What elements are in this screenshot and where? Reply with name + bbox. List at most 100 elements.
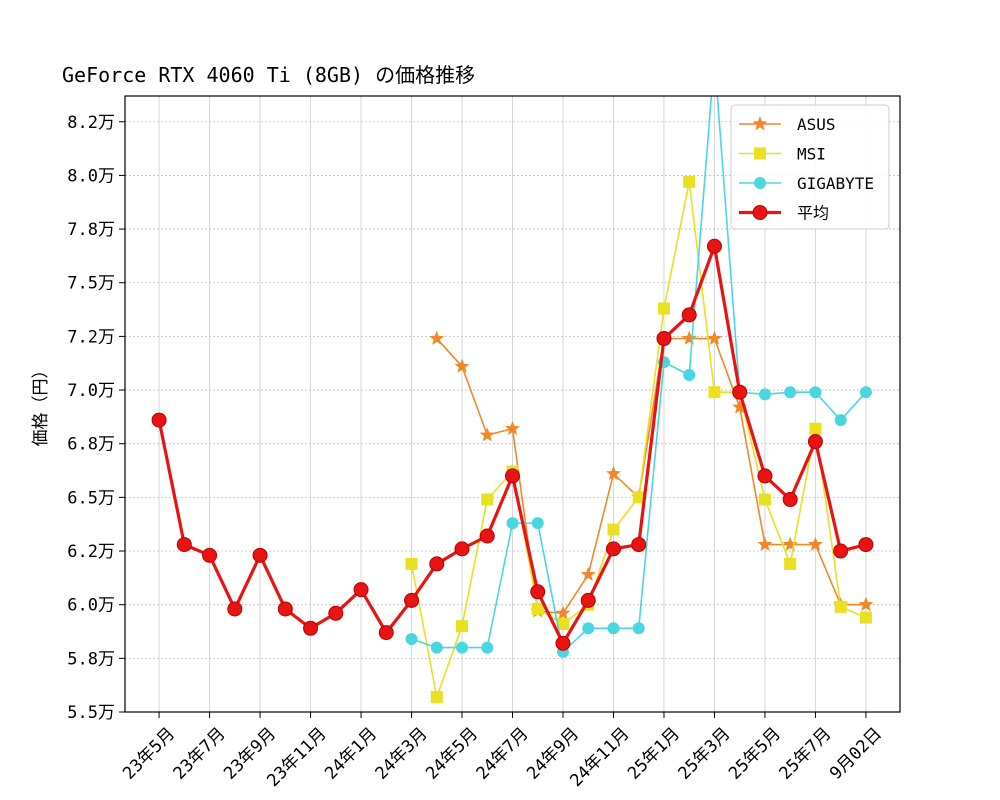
data-point [683, 369, 696, 382]
series-3 [151, 238, 874, 651]
data-point [809, 422, 822, 435]
data-point [834, 600, 847, 613]
data-point [252, 547, 268, 563]
data-point [757, 468, 773, 484]
data-point [505, 420, 520, 436]
y-tick-label: 5.5万 [67, 703, 115, 723]
data-point [303, 620, 319, 636]
data-point [531, 602, 544, 615]
y-tick-label: 5.8万 [67, 649, 115, 669]
data-point [429, 556, 445, 572]
data-point [833, 543, 849, 559]
data-point [807, 536, 823, 551]
data-point [456, 620, 469, 633]
data-point [454, 541, 470, 557]
data-point [607, 622, 620, 635]
data-point [707, 330, 722, 345]
data-point [580, 592, 596, 608]
data-point [784, 386, 797, 399]
data-point [531, 517, 544, 530]
series-layer [151, 96, 874, 703]
data-point [657, 302, 670, 315]
data-point [404, 592, 420, 608]
legend-label: MSI [797, 145, 826, 164]
y-tick-label: 6.2万 [67, 542, 115, 562]
data-point [782, 536, 798, 551]
data-point [782, 492, 798, 508]
data-point [580, 566, 596, 581]
data-point [858, 537, 874, 553]
data-point [683, 175, 696, 188]
data-point [807, 434, 823, 450]
chart-title: GeForce RTX 4060 Ti (8GB) の価格推移 [62, 63, 475, 87]
data-point [506, 517, 519, 530]
data-point [681, 330, 697, 345]
data-point [757, 536, 773, 551]
series-2 [405, 96, 872, 658]
data-point [151, 412, 167, 428]
data-point [859, 386, 872, 399]
data-point [176, 537, 192, 553]
legend: ASUS MSI GIGABYTE 平均 [730, 104, 890, 230]
data-point [606, 465, 621, 481]
data-point [582, 622, 595, 635]
data-point [430, 641, 443, 654]
data-point [706, 238, 722, 254]
data-point [227, 601, 243, 617]
data-point [479, 427, 495, 442]
data-point [429, 330, 445, 345]
legend-marker [754, 147, 766, 160]
data-point [681, 307, 697, 323]
y-tick-label: 6.8万 [67, 435, 115, 455]
y-tick-label: 7.0万 [67, 381, 115, 401]
data-point [555, 605, 571, 620]
y-tick-label: 7.5万 [67, 274, 115, 294]
y-axis-label: 価格（円） [31, 362, 51, 447]
data-point [858, 596, 874, 612]
y-tick-label: 6.5万 [67, 488, 115, 508]
legend-marker [752, 116, 768, 131]
data-point [631, 537, 647, 553]
data-point [481, 493, 494, 506]
data-point [405, 633, 418, 646]
y-tick-label: 8.2万 [67, 113, 115, 133]
data-point [530, 584, 546, 600]
legend-marker [754, 177, 766, 189]
data-point [555, 635, 571, 651]
data-point [202, 547, 218, 563]
data-point [481, 641, 494, 654]
data-point [632, 491, 645, 504]
data-point [405, 557, 418, 570]
data-point [277, 601, 293, 617]
data-point [758, 493, 771, 506]
data-point [708, 386, 721, 399]
data-point [607, 523, 620, 536]
legend-marker [752, 205, 768, 220]
data-point [834, 414, 847, 427]
legend-box [730, 104, 890, 230]
y-tick-label: 8.0万 [67, 166, 115, 186]
data-point [454, 358, 470, 373]
data-point [605, 541, 621, 557]
data-point [378, 625, 394, 641]
data-point [328, 605, 344, 621]
y-tick-label: 7.8万 [67, 220, 115, 240]
data-point [479, 528, 495, 544]
legend-label: ASUS [797, 115, 836, 134]
data-point [456, 641, 469, 654]
data-point [353, 582, 369, 598]
y-tick-label: 6.0万 [67, 596, 115, 616]
y-tick-label: 7.2万 [67, 327, 115, 347]
legend-label: GIGABYTE [797, 174, 874, 193]
data-point [656, 331, 672, 347]
data-point [784, 557, 797, 570]
data-point [732, 384, 748, 400]
data-point [758, 388, 771, 401]
data-point [505, 468, 520, 484]
data-point [809, 386, 822, 399]
data-point [556, 618, 569, 630]
data-point [859, 611, 872, 624]
data-point [632, 622, 645, 635]
legend-label: 平均 [797, 204, 829, 223]
